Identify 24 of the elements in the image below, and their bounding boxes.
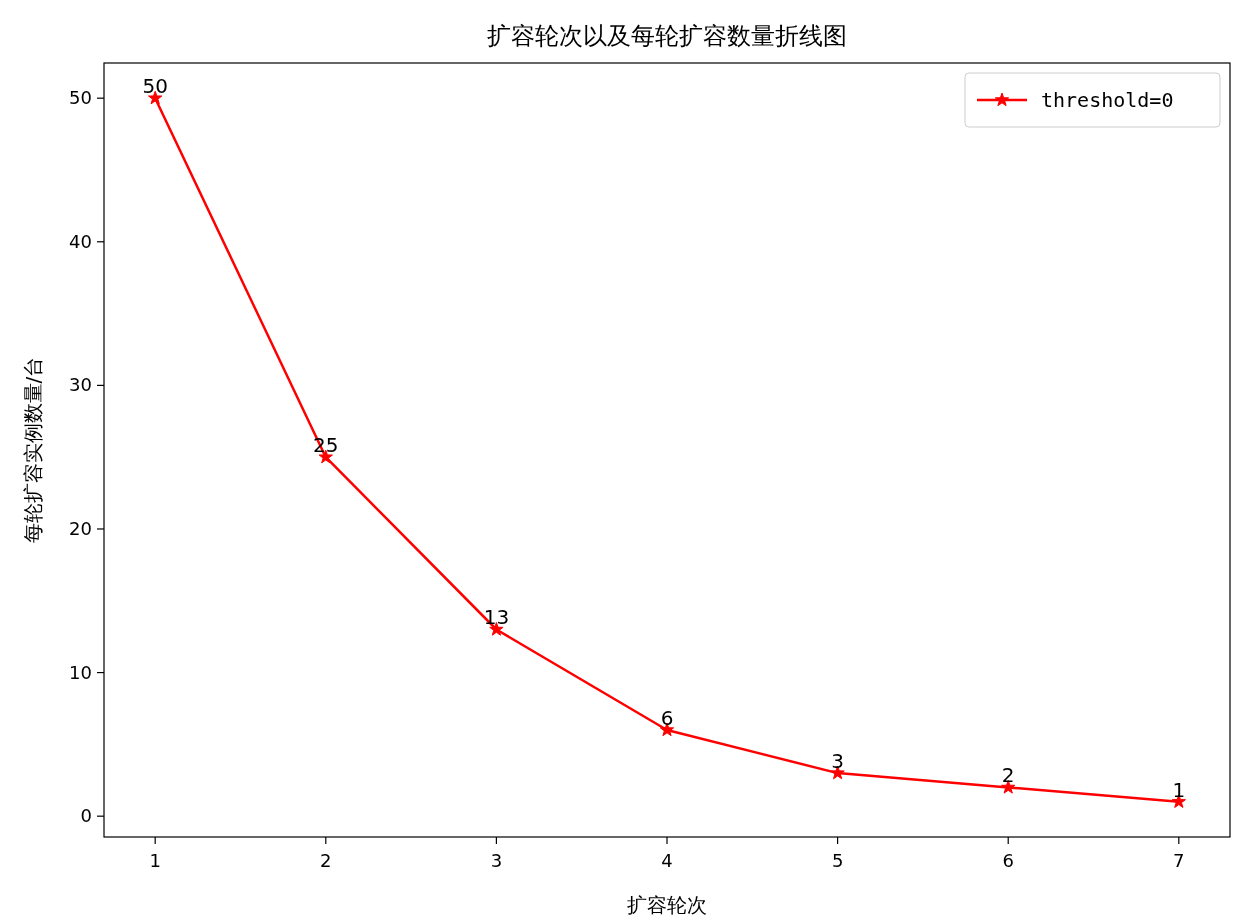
x-tick-label: 6 [1002,850,1014,871]
y-tick-label: 40 [69,230,92,252]
legend-label: threshold=0 [1041,88,1174,112]
y-tick-label: 10 [69,661,92,683]
x-tick-label: 4 [661,850,673,871]
y-tick-label: 30 [69,374,92,396]
y-axis-title: 每轮扩容实例数量/台 [21,356,45,544]
x-tick-label: 7 [1173,850,1185,871]
x-axis-title: 扩容轮次 [627,893,707,917]
data-label: 6 [660,706,674,731]
data-label: 3 [831,749,844,774]
chart-title: 扩容轮次以及每轮扩容数量折线图 [487,22,847,50]
data-label: 2 [1001,763,1015,788]
data-label: 50 [142,74,168,99]
data-label: 1 [1172,777,1186,802]
x-tick-label: 1 [149,850,161,871]
x-tick-label: 2 [320,850,332,871]
legend: threshold=0 [964,72,1221,128]
data-label: 13 [483,605,510,630]
x-tick-label: 3 [490,850,503,871]
y-tick-label: 0 [80,805,92,827]
x-tick-label: 5 [831,850,844,871]
y-tick-label: 20 [69,517,92,539]
y-tick-label: 50 [69,87,92,109]
